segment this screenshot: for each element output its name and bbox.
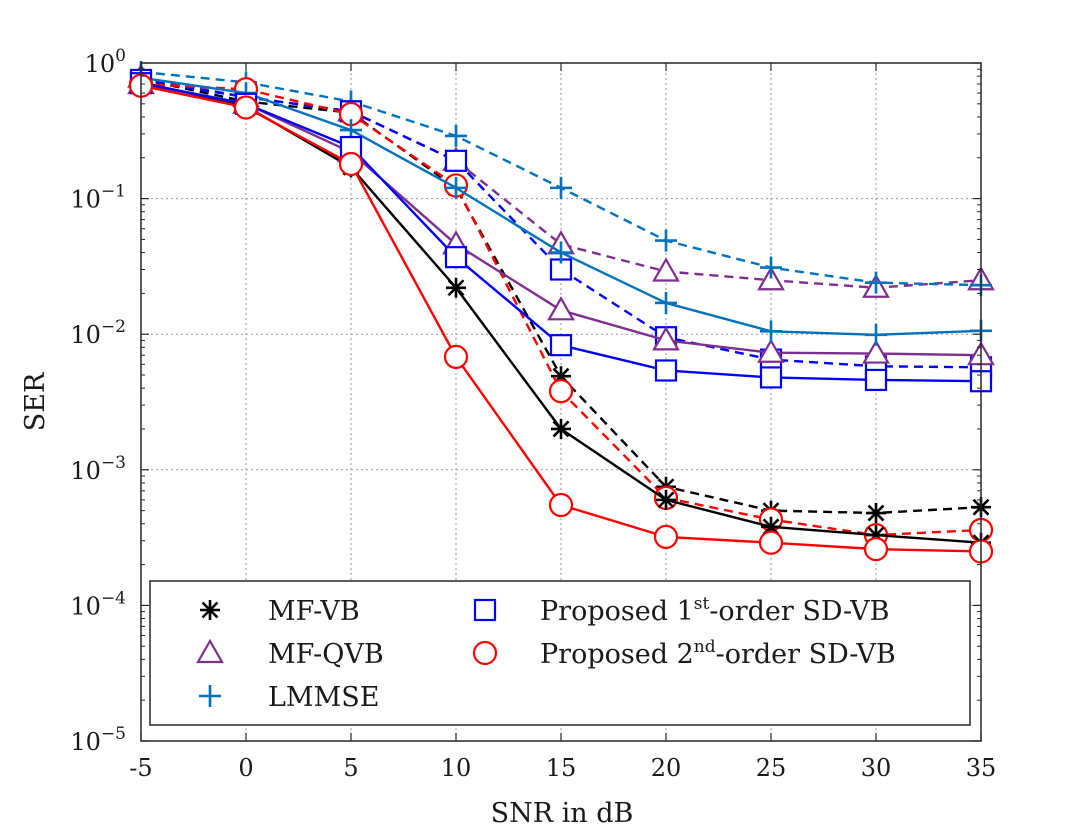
series-3-point-5 [652, 257, 680, 282]
legend-label-lmmse: LMMSE [268, 682, 379, 713]
x-tick-label-7: 30 [861, 754, 892, 782]
legend-label-proposed-1st-post: -order SD-VB [709, 596, 889, 627]
y-tick-label-exponent: −4 [101, 588, 126, 608]
y-tick-label-exponent: −5 [101, 724, 126, 744]
x-tick-label-5: 20 [651, 754, 682, 782]
x-tick-label-4: 15 [546, 754, 577, 782]
legend-markers [196, 598, 498, 707]
series-3-point-6 [757, 266, 785, 291]
legend-marker-4 [472, 640, 498, 666]
series-2-point-6 [757, 338, 785, 363]
series-8-point-1 [233, 95, 259, 120]
y-tick-label-5: 10−5 [70, 724, 126, 756]
y-tick-label-4: 10−4 [70, 588, 126, 620]
legend-marker-3 [473, 598, 497, 622]
legend-label-mf-qvb: MF-QVB [268, 639, 384, 670]
y-tick-label-3: 10−3 [70, 453, 126, 485]
legend-label-proposed-2nd-sup: nd [694, 637, 716, 657]
series-6-point-6 [759, 366, 783, 389]
series-0-point-5 [656, 489, 676, 510]
legend-label-proposed-1st: Proposed 1st-order SD-VB [540, 594, 890, 627]
series-8-point-7 [863, 537, 889, 562]
series-4-point-3 [445, 176, 467, 199]
y-tick-label-exponent: −2 [101, 317, 126, 337]
series-8-point-2 [338, 151, 364, 177]
series-8-point-3 [443, 344, 469, 370]
series-5-point-4 [550, 176, 572, 199]
y-tick-label-base: 10 [70, 321, 101, 349]
legend-marker-0 [200, 600, 220, 620]
y-tick-label-1: 10−1 [70, 182, 126, 214]
y-tick-label-exponent: −1 [101, 182, 126, 202]
x-tick-labels: -5 0 5 10 15 20 25 30 35 [129, 754, 996, 782]
y-tick-label-base: 10 [85, 50, 116, 78]
series-8-point-4 [548, 492, 574, 518]
axis-ticks [140, 62, 982, 742]
series-0-point-3 [446, 277, 466, 298]
y-tick-label-base: 10 [70, 457, 101, 485]
series-1-point-7 [866, 503, 886, 524]
legend: MF-VB MF-QVB LMMSE Proposed 1st-order SD… [149, 580, 971, 726]
x-tick-label-2: 5 [343, 754, 358, 782]
y-tick-label-exponent: −3 [101, 453, 126, 473]
series-6-point-4 [549, 334, 573, 357]
series-6-point-7 [864, 368, 888, 392]
x-tick-label-8: 35 [966, 754, 997, 782]
series-0-point-6 [761, 516, 781, 537]
legend-label-proposed-2nd-pre: Proposed 2 [540, 639, 694, 670]
series-2-point-7 [862, 339, 890, 364]
series-5-point-7 [865, 271, 887, 294]
legend-box [149, 580, 971, 726]
series-7-point-3 [444, 149, 468, 172]
series-4-point-7 [865, 323, 887, 346]
series-5-point-6 [760, 256, 782, 279]
series-0-point-4 [551, 418, 571, 439]
x-tick-label-1: 0 [238, 754, 253, 782]
series-2-point-5 [652, 326, 680, 351]
y-tick-label-exponent: 0 [115, 46, 126, 66]
legend-label-proposed-1st-sup: st [694, 594, 710, 614]
series-4-point-4 [550, 241, 572, 264]
legend-label-mf-vb: MF-VB [268, 596, 360, 627]
legend-label-proposed-2nd-post: -order SD-VB [716, 639, 896, 670]
series-1-point-4 [551, 366, 571, 387]
y-tick-label-0: 100 [85, 46, 126, 78]
series-9-point-4 [548, 379, 574, 404]
series-4-point-5 [655, 291, 677, 314]
y-axis-label: SER [20, 372, 51, 431]
x-tick-label-3: 10 [441, 754, 472, 782]
series-8-point-5 [653, 524, 679, 550]
series-5-point-5 [655, 229, 677, 252]
y-tick-label-2: 10−2 [70, 317, 126, 349]
legend-marker-2 [199, 685, 221, 707]
series-5-point-3 [445, 124, 467, 147]
legend-marker-1 [196, 638, 224, 664]
y-tick-label-base: 10 [70, 186, 101, 214]
series-2-point-4 [547, 296, 575, 321]
legend-label-proposed-2nd: Proposed 2nd-order SD-VB [540, 637, 896, 670]
legend-label-proposed-1st-pre: Proposed 1 [540, 596, 694, 627]
series-0-point-7 [866, 525, 886, 546]
x-tick-label-0: -5 [129, 754, 152, 782]
series-line-7 [140, 78, 982, 369]
y-tick-label-base: 10 [70, 728, 101, 756]
x-axis-label: SNR in dB [491, 798, 634, 829]
y-tick-label-base: 10 [70, 592, 101, 620]
series-8-point-6 [758, 530, 784, 555]
series-6-point-3 [444, 246, 468, 269]
series-4-point-6 [760, 320, 782, 343]
series-6-point-5 [654, 359, 678, 382]
x-tick-label-6: 25 [756, 754, 787, 782]
